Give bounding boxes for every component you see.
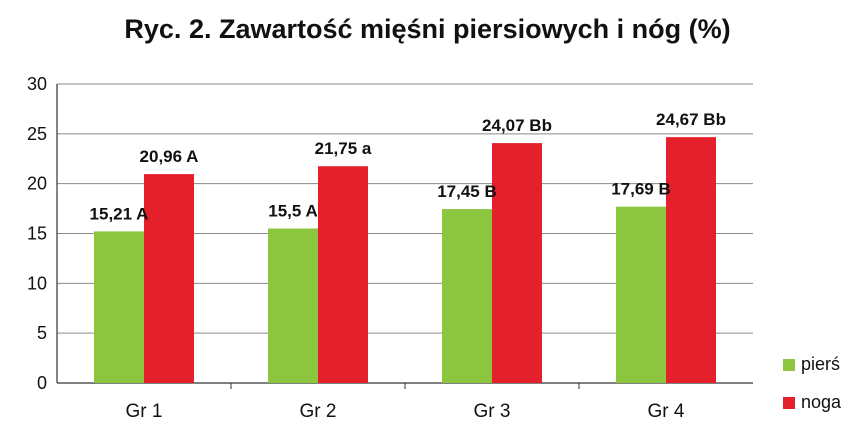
x-category-label: Gr 1 xyxy=(126,401,163,422)
y-tick-label: 15 xyxy=(27,224,47,244)
bar-pierś-gr-2 xyxy=(268,228,318,383)
y-tick-label: 0 xyxy=(37,373,47,393)
legend: pierś noga xyxy=(783,354,842,412)
bar-noga-gr-4 xyxy=(666,137,716,383)
bar-pierś-gr-3 xyxy=(442,209,492,383)
data-label: 17,69 B xyxy=(611,180,671,199)
legend-label: noga xyxy=(801,392,842,412)
x-category-label: Gr 2 xyxy=(300,401,337,422)
data-label: 17,45 B xyxy=(437,182,497,201)
y-tick-label: 5 xyxy=(37,323,47,343)
bar-pierś-gr-1 xyxy=(94,231,144,383)
x-category-label: Gr 4 xyxy=(648,401,685,422)
bar-pierś-gr-4 xyxy=(616,206,666,383)
legend-label: pierś xyxy=(801,354,840,374)
data-label: 24,67 Bb xyxy=(656,110,726,129)
data-label: 20,96 A xyxy=(140,147,199,166)
bar-noga-gr-2 xyxy=(318,166,368,383)
data-label: 15,5 A xyxy=(268,202,317,221)
y-tick-label: 20 xyxy=(27,174,47,194)
data-labels: 15,21 A 20,96 A 15,5 A 21,75 a 17,45 B 24,07 … xyxy=(90,110,726,223)
y-tick-label: 10 xyxy=(27,273,47,293)
chart-title: Ryc. 2. Zawartość mięśni piersiowych i n… xyxy=(124,14,731,44)
data-label: 21,75 a xyxy=(315,139,372,158)
bars xyxy=(94,137,716,383)
bar-noga-gr-3 xyxy=(492,143,542,383)
y-tick-label: 25 xyxy=(27,124,47,144)
legend-swatch-pierś xyxy=(783,359,795,371)
axes: 0 5 10 15 20 25 30 Gr 1 Gr 2 Gr 3 Gr 4 xyxy=(27,74,753,422)
bar-noga-gr-1 xyxy=(144,174,194,383)
data-label: 15,21 A xyxy=(90,204,149,223)
y-tick-label: 30 xyxy=(27,74,47,94)
legend-swatch-noga xyxy=(783,397,795,409)
x-category-label: Gr 3 xyxy=(474,401,511,422)
data-label: 24,07 Bb xyxy=(482,116,552,135)
